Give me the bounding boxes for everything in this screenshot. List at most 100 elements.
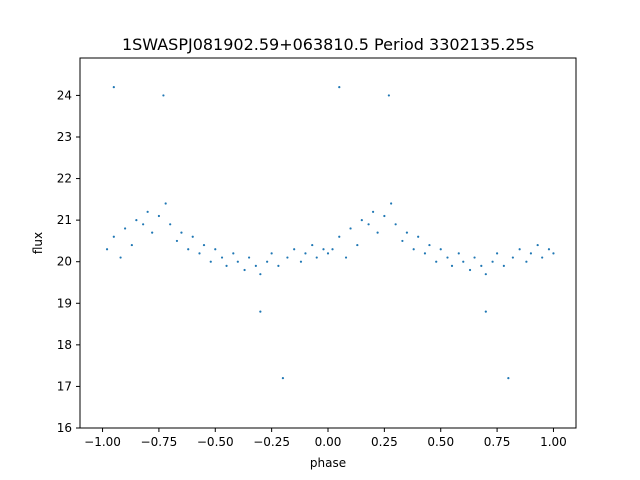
x-tick-label: −1.00: [84, 435, 121, 449]
data-point: [259, 310, 262, 313]
data-point: [468, 268, 472, 272]
x-tick-label: 0.25: [371, 435, 398, 449]
data-point: [371, 210, 375, 213]
data-point: [417, 235, 420, 238]
data-point: [169, 223, 172, 226]
data-point: [450, 264, 454, 267]
y-tick-label: 21: [57, 213, 72, 227]
data-point: [293, 248, 296, 251]
data-point: [191, 235, 194, 238]
data-point: [198, 252, 201, 255]
data-point: [360, 219, 363, 222]
data-point: [529, 252, 533, 255]
data-point: [225, 264, 228, 267]
y-tick-label: 20: [57, 255, 72, 269]
data-point: [457, 252, 460, 255]
data-point: [518, 248, 521, 251]
data-point: [344, 256, 348, 259]
data-point: [480, 264, 483, 267]
data-point: [491, 260, 494, 263]
data-point: [435, 260, 438, 263]
x-axis-label: phase: [310, 456, 346, 470]
data-point: [175, 239, 179, 243]
data-point: [304, 252, 307, 255]
x-tick-label: −0.25: [253, 435, 290, 449]
y-tick-label: 24: [57, 88, 72, 102]
data-point: [495, 252, 499, 255]
scatter-points: [105, 86, 555, 380]
x-tick-label: 1.00: [540, 435, 567, 449]
data-point: [157, 214, 161, 218]
y-tick-label: 18: [57, 338, 72, 352]
y-axis-label: flux: [31, 232, 45, 254]
chart-title: 1SWASPJ081902.59+063810.5 Period 3302135…: [122, 35, 534, 54]
data-point: [142, 223, 145, 226]
data-point: [146, 210, 149, 213]
data-point: [423, 252, 427, 255]
data-point: [412, 248, 415, 251]
x-tick-label: −0.50: [197, 435, 234, 449]
plot-frame: [79, 57, 577, 429]
y-tick-label: 23: [57, 130, 72, 144]
data-point: [259, 273, 262, 276]
data-point: [277, 264, 280, 267]
data-point: [286, 256, 289, 259]
data-point: [390, 202, 393, 205]
data-point: [105, 248, 109, 251]
data-point: [367, 223, 370, 226]
data-point: [281, 377, 285, 380]
y-tick-label: 16: [57, 421, 72, 435]
data-point: [536, 243, 539, 247]
data-point: [338, 86, 341, 89]
data-point: [243, 268, 246, 272]
data-point: [462, 260, 465, 263]
data-point: [338, 235, 341, 238]
data-point: [473, 256, 476, 259]
data-point: [270, 252, 273, 255]
data-point: [484, 273, 487, 276]
data-point: [387, 94, 390, 97]
data-point: [209, 260, 212, 263]
data-point: [547, 248, 551, 251]
data-point: [484, 310, 487, 313]
data-point: [119, 256, 122, 259]
data-point: [446, 256, 449, 259]
data-point: [162, 94, 165, 97]
y-tick-label: 22: [57, 172, 72, 186]
data-point: [202, 243, 206, 247]
data-point: [428, 243, 431, 247]
data-point: [405, 231, 409, 234]
data-point: [247, 256, 251, 259]
data-point: [311, 243, 314, 247]
data-point: [315, 256, 318, 259]
data-point: [135, 219, 138, 222]
data-point: [511, 256, 514, 259]
data-point: [376, 231, 379, 234]
data-point: [326, 252, 330, 255]
data-point: [220, 256, 224, 259]
axis-ticks: −1.00 −0.75 −0.50 −0.25 0.00 0.25 0.50 0.75 1.00…: [57, 88, 567, 449]
data-point: [112, 86, 115, 89]
data-point: [401, 239, 404, 243]
data-point: [130, 243, 133, 247]
data-point: [356, 243, 359, 247]
data-point: [541, 256, 544, 259]
data-point: [331, 248, 334, 251]
data-point: [439, 248, 442, 251]
data-point: [502, 264, 505, 267]
y-tick-label: 17: [57, 379, 72, 393]
data-point: [552, 252, 555, 255]
x-tick-label: 0.50: [427, 435, 454, 449]
data-point: [254, 264, 257, 267]
x-tick-label: 0.00: [315, 435, 342, 449]
data-point: [394, 223, 397, 226]
data-point: [349, 227, 352, 230]
data-point: [187, 248, 190, 251]
data-point: [214, 248, 217, 251]
data-point: [180, 231, 183, 234]
data-point: [299, 260, 303, 263]
data-point: [266, 260, 269, 263]
data-point: [112, 235, 115, 238]
